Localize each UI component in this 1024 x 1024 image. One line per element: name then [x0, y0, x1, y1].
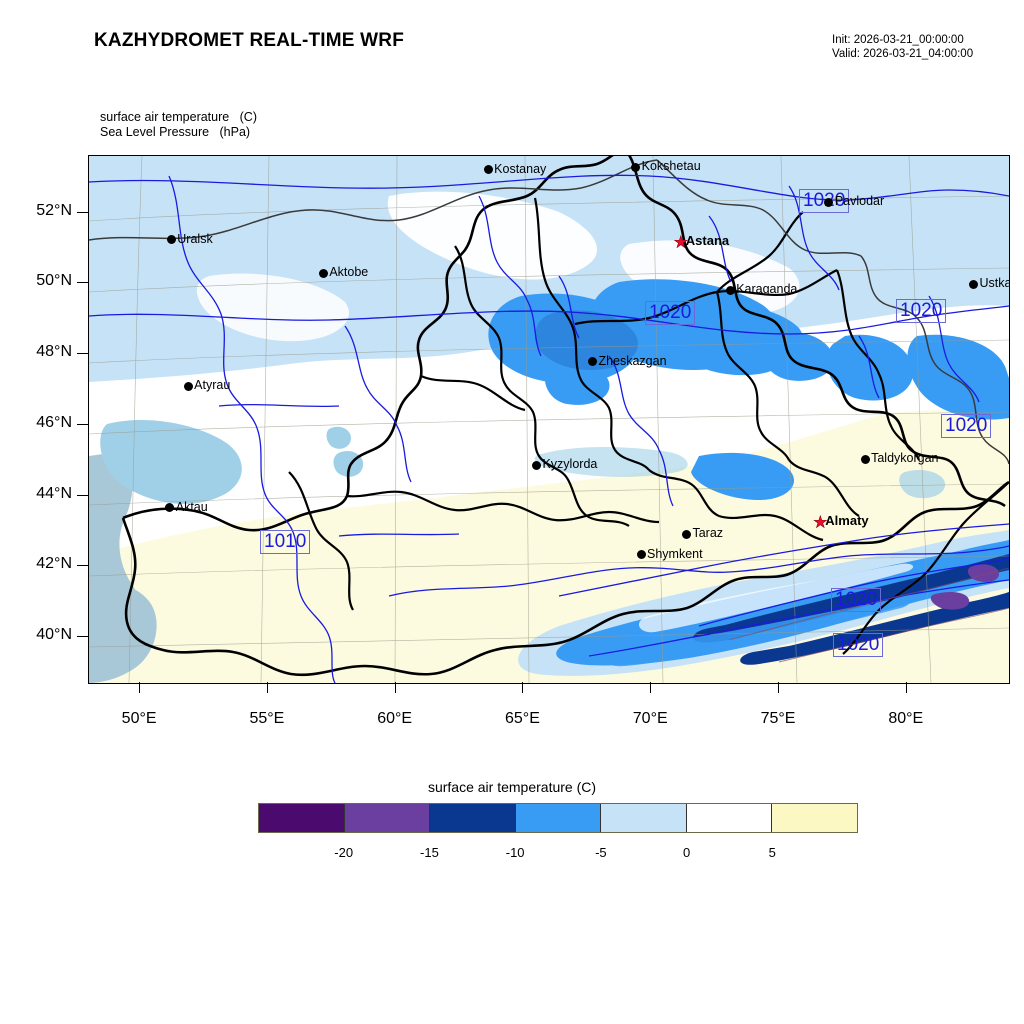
- colorbar-tick-label: -20: [334, 845, 354, 860]
- city-dot-icon: [636, 550, 646, 560]
- city-label: Kostanay: [494, 161, 547, 176]
- colorbar-swatch-0: [259, 804, 345, 832]
- lat-tick-mark: [77, 211, 88, 213]
- city-dot-icon: [725, 285, 735, 295]
- city-dot-icon: [631, 162, 641, 172]
- lat-tick-label: 44°N: [36, 484, 72, 502]
- city-dot-icon: [183, 381, 193, 391]
- city-dot-icon: [860, 454, 870, 464]
- lat-tick-mark: [77, 353, 88, 355]
- lat-tick-label: 40°N: [36, 626, 72, 644]
- city-label: Ustkamenogorsk: [979, 276, 1009, 291]
- isobar-label: 1020: [833, 633, 884, 657]
- lat-tick-mark: [77, 565, 88, 567]
- colorbar-ticks: -20 -15 -10 -5 0 5: [258, 845, 858, 865]
- capital-star-outline-icon: ☆: [672, 232, 689, 253]
- lon-tick-mark: [139, 682, 141, 693]
- lon-tick-mark: [394, 682, 396, 693]
- isobar-label: 1020: [799, 189, 850, 213]
- colorbar-swatch-3: [515, 804, 602, 832]
- lon-tick-label: 80°E: [888, 710, 924, 727]
- model-run-info: Init: 2026-03-21_00:00:00 Valid: 2026-03…: [832, 34, 974, 60]
- lat-tick-label: 52°N: [36, 201, 72, 219]
- colorbar: [258, 803, 858, 833]
- lon-tick-label: 50°E: [121, 710, 157, 727]
- colorbar-swatch-5: [686, 804, 773, 832]
- lon-tick-mark: [266, 682, 268, 693]
- city-label: Aktau: [175, 499, 208, 514]
- lon-tick-label: 55°E: [249, 710, 285, 727]
- city-label: Karaganda: [736, 282, 798, 297]
- lon-tick-mark: [778, 682, 779, 693]
- colorbar-tick-label: 5: [768, 845, 776, 860]
- lat-tick-mark: [77, 494, 88, 496]
- city-dot-icon: [165, 503, 175, 513]
- colorbar-swatch-1: [344, 804, 431, 832]
- isobar-label: 1010: [260, 530, 311, 554]
- lat-tick-mark: [77, 636, 88, 638]
- colorbar-swatch-4: [601, 804, 687, 832]
- city-dot-icon: [483, 165, 493, 175]
- lat-tick-label: 42°N: [36, 555, 72, 573]
- lon-tick-label: 70°E: [632, 710, 668, 727]
- lon-tick-mark: [522, 682, 524, 693]
- city-dot-icon: [824, 197, 834, 207]
- city-label: Kokshetau: [641, 159, 701, 174]
- lat-tick-label: 50°N: [36, 272, 72, 290]
- isobar-label: 1020: [831, 588, 882, 612]
- lat-tick-mark: [77, 282, 88, 284]
- lat-tick-label: 48°N: [36, 343, 72, 361]
- colorbar-title: surface air temperature (C): [427, 779, 597, 795]
- city-label: Almaty: [825, 513, 869, 529]
- capital-star-outline-icon: ☆: [812, 512, 829, 533]
- colorbar-tick-label: -5: [595, 845, 607, 860]
- city-label: Astana: [685, 233, 730, 249]
- lon-tick-label: 75°E: [760, 710, 796, 727]
- city-label: Atyrau: [194, 378, 231, 393]
- colorbar-tick-label: -10: [505, 845, 525, 860]
- colorbar-swatch-2: [430, 804, 516, 832]
- colorbar-tick-label: 0: [682, 845, 691, 860]
- page-title: KAZHYDROMET REAL-TIME WRF: [94, 30, 405, 51]
- capital-star-icon: ★: [672, 232, 689, 253]
- capital-star-icon: ★: [812, 512, 829, 533]
- city-dot-icon: [531, 460, 541, 470]
- city-label: Taraz: [692, 526, 724, 541]
- isobar-label: 1020: [896, 299, 947, 323]
- map-canvas: 1020102010201020101010201020 Petropavlov…: [89, 156, 1009, 683]
- city-label: Taldykorgan: [871, 451, 939, 466]
- isobar-label: 1020: [941, 414, 992, 438]
- city-dot-icon: [968, 279, 978, 289]
- isobar-label: 1020: [645, 301, 696, 325]
- colorbar-tick-label: -15: [420, 845, 439, 860]
- city-dot-icon: [166, 235, 176, 245]
- city-label: Kyzylorda: [542, 457, 598, 472]
- city-dot-icon: [681, 529, 691, 539]
- lat-tick-mark: [77, 423, 88, 425]
- city-label: Zheskazgan: [598, 353, 667, 368]
- lat-tick-label: 46°N: [36, 413, 72, 431]
- city-label: Shymkent: [647, 546, 703, 561]
- lon-tick-mark: [650, 682, 652, 693]
- colorbar-swatch-6: [772, 804, 858, 832]
- city-dot-icon: [318, 268, 328, 278]
- city-label: Pavlodar: [834, 194, 885, 209]
- lon-tick-label: 60°E: [377, 710, 413, 727]
- lon-tick-label: 65°E: [505, 710, 540, 727]
- lon-tick-mark: [905, 682, 907, 693]
- field-caption: surface air temperature (C) Sea Level Pr…: [100, 110, 257, 139]
- city-label: Uralsk: [177, 231, 213, 246]
- weather-map[interactable]: 1020102010201020101010201020 Petropavlov…: [88, 155, 1010, 684]
- city-dot-icon: [587, 357, 597, 367]
- city-label: Aktobe: [329, 265, 369, 280]
